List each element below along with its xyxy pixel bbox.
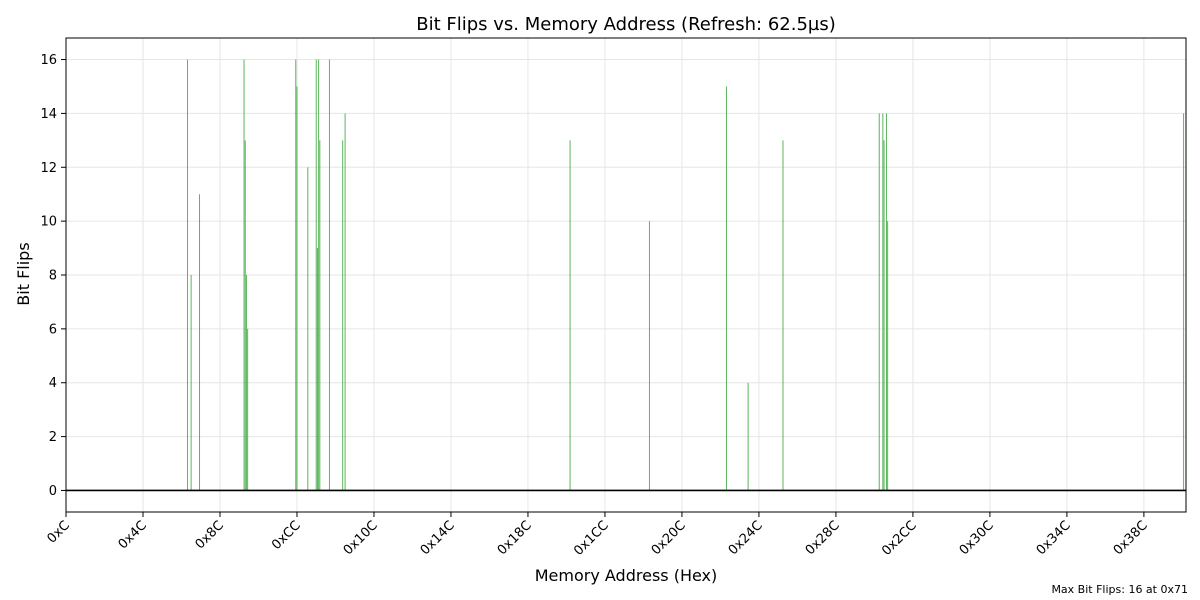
- x-tick-label: 0x30C: [957, 518, 997, 558]
- y-tick-label: 8: [49, 269, 57, 284]
- x-tick-label: 0x4C: [116, 518, 150, 552]
- y-tick-label: 0: [49, 484, 57, 499]
- y-tick-label: 6: [49, 322, 57, 337]
- bit-flip-bar: [316, 248, 318, 491]
- y-tick-label: 12: [40, 161, 57, 176]
- max-bit-flips-annotation: Max Bit Flips: 16 at 0x71: [1051, 583, 1188, 596]
- x-tick-label: 0x20C: [649, 518, 689, 558]
- x-tick-label: 0x38C: [1111, 518, 1151, 558]
- bit-flip-bar: [344, 113, 346, 491]
- bit-flip-bar: [1183, 113, 1185, 491]
- bit-flip-bar: [885, 113, 887, 491]
- bit-flip-bar: [315, 59, 317, 491]
- bit-flip-bar: [245, 275, 247, 491]
- y-tick-label: 2: [49, 430, 57, 445]
- y-tick-label: 14: [40, 107, 57, 122]
- bit-flip-bar: [187, 59, 188, 491]
- bit-flip-bar: [883, 140, 885, 491]
- y-tick-label: 16: [40, 53, 57, 68]
- x-tick-label: 0xC: [45, 518, 73, 546]
- bit-flip-bar: [190, 275, 192, 491]
- bit-flip-bar: [782, 140, 784, 491]
- y-axis-ticks: 0 2 4 6 8 10 12 14 16: [40, 53, 66, 499]
- x-tick-label: 0x18C: [495, 518, 535, 558]
- y-axis-label: Bit Flips: [14, 242, 33, 305]
- bit-flip-bar: [318, 59, 320, 491]
- bit-flip-bar: [247, 328, 249, 491]
- x-tick-label: 0x34C: [1034, 518, 1074, 558]
- bit-flip-bar: [882, 113, 884, 491]
- y-tick-label: 10: [40, 215, 57, 230]
- x-tick-label: 0x1CC: [571, 518, 612, 559]
- y-tick-label: 4: [49, 376, 57, 391]
- bit-flip-bar: [725, 86, 727, 491]
- x-axis-ticks: 0xC 0x4C 0x8C 0xCC 0x10C 0x14C 0x18C 0x1CC 0x20C…: [45, 512, 1151, 559]
- x-tick-label: 0x8C: [193, 518, 227, 552]
- x-axis-label: Memory Address (Hex): [535, 566, 718, 585]
- bit-flip-bar: [569, 140, 571, 491]
- bit-flip-bar: [296, 86, 298, 491]
- bit-flip-bar: [887, 221, 889, 491]
- bit-flip-bar: [648, 221, 650, 491]
- bit-flip-bar: [328, 59, 330, 491]
- bit-flip-bar: [319, 140, 321, 491]
- x-tick-label: 0x24C: [726, 518, 766, 558]
- x-tick-label: 0x2CC: [879, 518, 920, 559]
- x-tick-label: 0x14C: [418, 518, 458, 558]
- bit-flip-bar: [342, 140, 344, 491]
- x-tick-label: 0xCC: [269, 518, 304, 553]
- bit-flip-bar: [243, 59, 245, 491]
- bit-flip-bar: [199, 194, 201, 491]
- x-tick-label: 0x10C: [341, 518, 381, 558]
- grid-lines: [65, 38, 1186, 512]
- bit-flip-bar: [747, 382, 749, 491]
- bit-flip-bar: [244, 140, 246, 491]
- bit-flip-bar: [307, 167, 309, 491]
- bit-flip-bar: [295, 59, 297, 491]
- x-tick-label: 0x28C: [803, 518, 843, 558]
- bars: [187, 59, 1185, 491]
- chart-title: Bit Flips vs. Memory Address (Refresh: 6…: [416, 14, 836, 35]
- bit-flip-bar: [878, 113, 880, 491]
